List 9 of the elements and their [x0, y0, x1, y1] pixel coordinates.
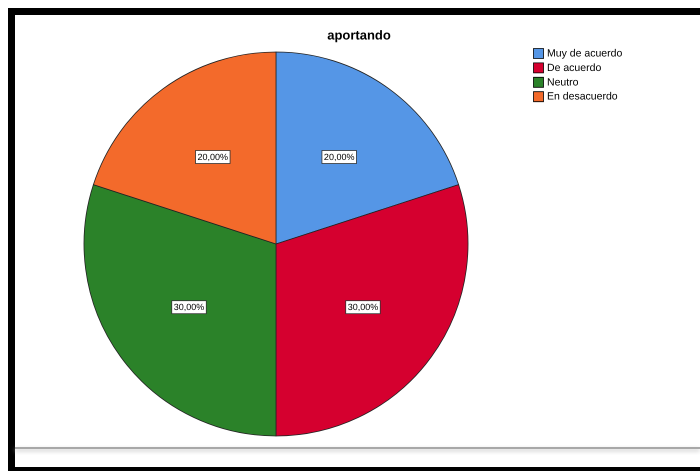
data-label: 20,00% [324, 152, 354, 162]
legend-label: De acuerdo [547, 62, 602, 74]
legend-label: En desacuerdo [547, 90, 618, 103]
data-label: 20,00% [198, 152, 228, 162]
legend-label: Muy de acuerdo [547, 48, 622, 60]
data-label: 30,00% [174, 302, 204, 312]
legend-label: Neutro [547, 76, 579, 88]
chart-title: aportando [327, 28, 391, 42]
data-label: 30,00% [348, 302, 378, 312]
